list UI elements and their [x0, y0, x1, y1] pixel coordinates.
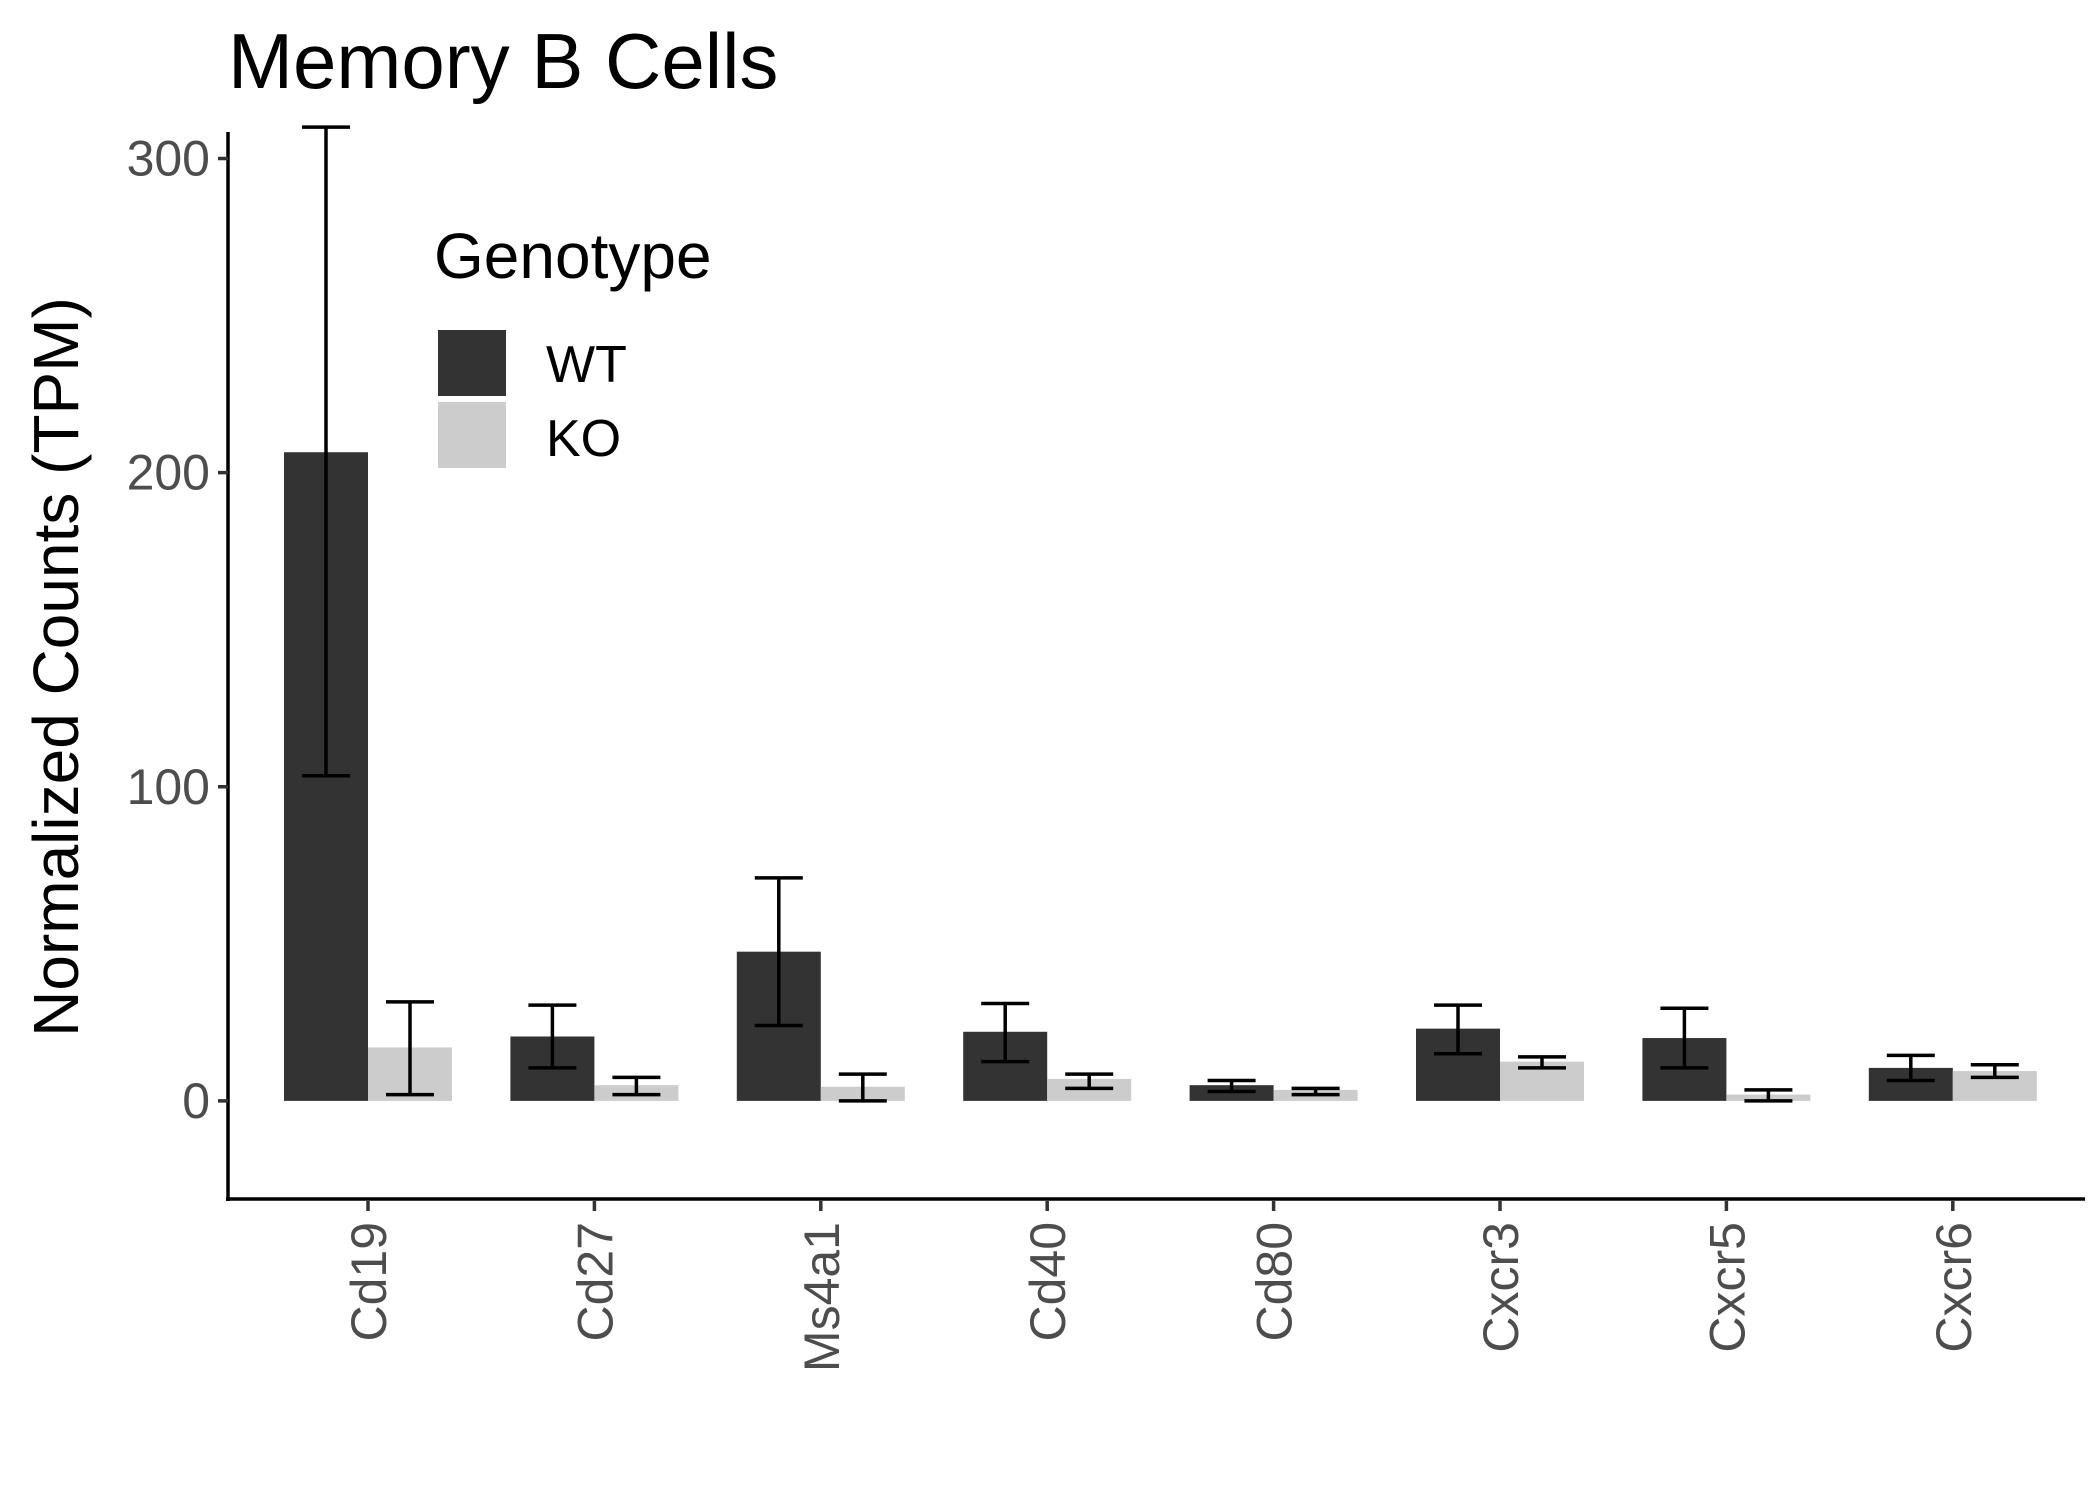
x-tick-label-cxcr5: Cxcr5 — [1699, 1222, 1755, 1353]
error-bar-ko-cd40 — [1065, 1072, 1114, 1091]
chart-title: Memory B Cells — [228, 17, 778, 105]
legend-title: Genotype — [434, 220, 712, 292]
x-tick-label-cxcr6: Cxcr6 — [1926, 1222, 1982, 1353]
error-bar-wt-cd27 — [528, 1003, 577, 1070]
error-bar-ko-cd80 — [1291, 1086, 1340, 1097]
x-axis-ticks: Cd19 Cd27 Ms4a1 Cd40 Cd80 Cxcr3 Cxcr5 Cxcr6 — [341, 1201, 1982, 1372]
x-tick-label-cd19: Cd19 — [341, 1222, 397, 1342]
legend: Genotype WT KO — [434, 220, 712, 468]
y-tick-label: 100 — [127, 759, 210, 815]
legend-swatch-wt — [438, 330, 506, 396]
x-tick-label-ms4a1: Ms4a1 — [794, 1222, 850, 1372]
error-bar-wt-cd40 — [981, 1001, 1030, 1064]
error-bar-wt-cxcr3 — [1434, 1003, 1482, 1056]
x-tick-label-cd40: Cd40 — [1020, 1222, 1076, 1342]
x-tick-label-cxcr3: Cxcr3 — [1473, 1222, 1529, 1353]
legend-label-ko: KO — [546, 410, 621, 468]
error-bar-wt-cxcr6 — [1886, 1053, 1935, 1083]
error-bar-ko-cd27 — [612, 1075, 661, 1097]
error-bar-ko-cxcr5 — [1744, 1088, 1793, 1103]
y-tick-label: 200 — [127, 445, 210, 501]
error-bar-wt-cd19 — [302, 125, 350, 778]
y-axis-label: Normalized Counts (TPM) — [20, 297, 92, 1037]
plot-area — [284, 125, 2037, 1103]
error-bar-wt-ms4a1 — [754, 876, 803, 1028]
y-tick-label: 300 — [127, 131, 210, 187]
y-tick-label: 0 — [182, 1073, 210, 1129]
legend-swatch-ko — [438, 402, 506, 468]
legend-label-wt: WT — [546, 336, 627, 394]
error-bar-wt-cd80 — [1207, 1078, 1256, 1094]
error-bar-ko-cd19 — [386, 1000, 434, 1097]
error-bar-ko-cxcr3 — [1518, 1055, 1566, 1070]
y-axis-ticks: 0 100 200 300 — [127, 131, 228, 1129]
x-tick-label-cd27: Cd27 — [567, 1222, 623, 1342]
error-bar-ko-ms4a1 — [838, 1072, 887, 1103]
x-tick-label-cd80: Cd80 — [1247, 1222, 1303, 1342]
error-bar-wt-cxcr5 — [1660, 1006, 1709, 1070]
error-bar-ko-cxcr6 — [1970, 1063, 2019, 1080]
